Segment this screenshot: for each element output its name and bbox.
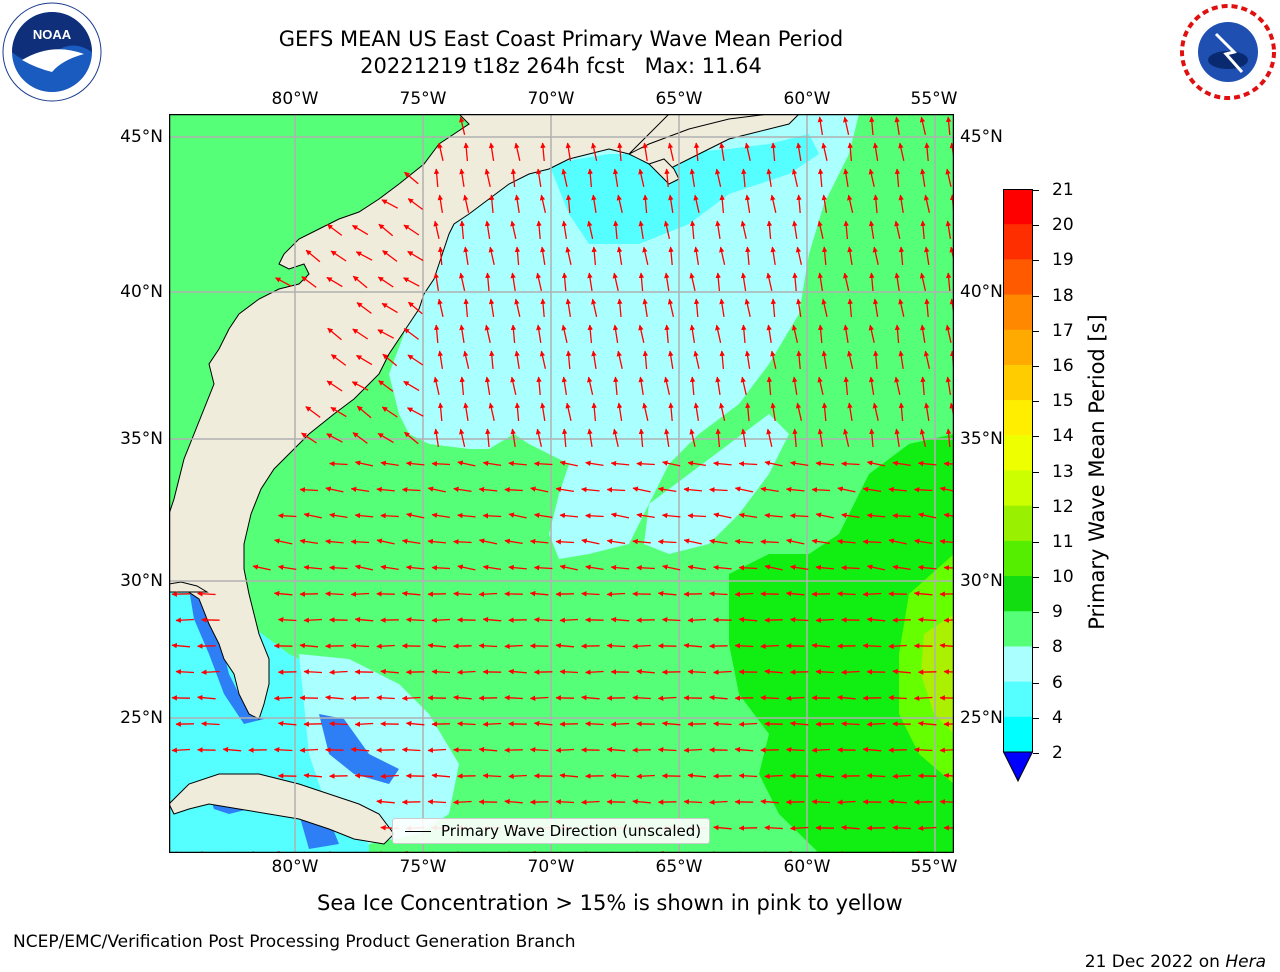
lat-label-right-40n: 40°N: [960, 282, 1003, 302]
map-panel: Primary Wave Direction (unscaled): [169, 114, 954, 853]
colorbar-title: Primary Wave Mean Period [s]: [1085, 314, 1109, 630]
colorbar-band: [1003, 295, 1033, 331]
lat-label-left-30n: 30°N: [120, 571, 163, 591]
colorbar-band: [1003, 682, 1033, 718]
nws-logo: [1178, 2, 1278, 102]
lon-label-bottom-70w: 70°W: [528, 857, 575, 877]
lon-label-top-75w: 75°W: [400, 89, 447, 109]
colorbar-band: [1003, 611, 1033, 647]
lon-label-top-70w: 70°W: [528, 89, 575, 109]
colorbar-band: [1003, 717, 1033, 753]
colorbar-tick-label: 17: [1052, 321, 1074, 341]
lon-label-top-60w: 60°W: [784, 89, 831, 109]
colorbar-tick-label: 19: [1052, 250, 1074, 270]
colorbar-bands: [1003, 189, 1033, 753]
colorbar-tick-mark: [1033, 366, 1039, 367]
footer-machine: Hera: [1225, 952, 1266, 972]
colorbar-tick-label: 10: [1052, 567, 1074, 587]
colorbar-tick-mark: [1033, 647, 1039, 648]
colorbar-tick-mark: [1033, 577, 1039, 578]
colorbar-tick-mark: [1033, 190, 1039, 191]
colorbar-band: [1003, 646, 1033, 682]
colorbar-tick-label: 9: [1052, 602, 1063, 622]
colorbar-tick-mark: [1033, 612, 1039, 613]
sea-ice-caption: Sea Ice Concentration > 15% is shown in …: [317, 891, 903, 915]
colorbar-tick-mark: [1033, 507, 1039, 508]
lon-label-top-80w: 80°W: [272, 89, 319, 109]
lat-label-left-45n: 45°N: [120, 127, 163, 147]
wave-period-map: [169, 114, 954, 853]
colorbar-tick-label: 12: [1052, 497, 1074, 517]
colorbar-band: [1003, 330, 1033, 366]
colorbar-tick-label: 2: [1052, 743, 1063, 763]
colorbar-band: [1003, 541, 1033, 577]
lon-label-bottom-60w: 60°W: [784, 857, 831, 877]
colorbar-extend-triangle: [1004, 752, 1033, 781]
colorbar-band: [1003, 365, 1033, 401]
colorbar-tick-mark: [1033, 718, 1039, 719]
colorbar-band: [1003, 435, 1033, 471]
legend-label: Primary Wave Direction (unscaled): [441, 822, 701, 840]
lon-label-bottom-65w: 65°W: [656, 857, 703, 877]
footer-date: 21 Dec 2022 on Hera: [1074, 932, 1266, 972]
colorbar-band: [1003, 224, 1033, 260]
colorbar-tick-label: 14: [1052, 426, 1074, 446]
lat-label-left-40n: 40°N: [120, 282, 163, 302]
colorbar-tick-label: 21: [1052, 180, 1074, 200]
colorbar-band: [1003, 506, 1033, 542]
footer-date-text: 21 Dec 2022 on: [1085, 952, 1226, 972]
colorbar-tick-mark: [1033, 472, 1039, 473]
lat-label-left-25n: 25°N: [120, 708, 163, 728]
lon-label-top-55w: 55°W: [911, 89, 958, 109]
colorbar-tick-mark: [1033, 753, 1039, 754]
lat-label-right-25n: 25°N: [960, 708, 1003, 728]
map-legend: Primary Wave Direction (unscaled): [392, 818, 710, 844]
lon-label-bottom-55w: 55°W: [911, 857, 958, 877]
chart-title-line2: 20221219 t18z 264h fcst Max: 11.64: [0, 54, 1122, 78]
colorbar-tick-label: 15: [1052, 391, 1074, 411]
lon-label-bottom-75w: 75°W: [400, 857, 447, 877]
lat-label-right-30n: 30°N: [960, 571, 1003, 591]
colorbar-tick-mark: [1033, 401, 1039, 402]
colorbar: [1003, 189, 1033, 782]
colorbar-tick-label: 6: [1052, 673, 1063, 693]
colorbar-tick-label: 8: [1052, 637, 1063, 657]
colorbar-tick-mark: [1033, 542, 1039, 543]
lat-label-right-35n: 35°N: [960, 429, 1003, 449]
lon-label-top-65w: 65°W: [656, 89, 703, 109]
colorbar-tick-mark: [1033, 296, 1039, 297]
colorbar-tick-mark: [1033, 436, 1039, 437]
colorbar-band: [1003, 189, 1033, 225]
legend-line-swatch: [405, 831, 431, 832]
colorbar-band: [1003, 259, 1033, 295]
chart-title-line1: GEFS MEAN US East Coast Primary Wave Mea…: [0, 27, 1122, 51]
colorbar-tick-mark: [1033, 260, 1039, 261]
colorbar-band: [1003, 471, 1033, 507]
colorbar-tick-label: 13: [1052, 462, 1074, 482]
colorbar-tick-mark: [1033, 683, 1039, 684]
footer-branch: NCEP/EMC/Verification Post Processing Pr…: [13, 932, 576, 952]
colorbar-tick-label: 16: [1052, 356, 1074, 376]
lat-label-left-35n: 35°N: [120, 429, 163, 449]
colorbar-tick-mark: [1033, 225, 1039, 226]
colorbar-tick-mark: [1033, 331, 1039, 332]
noaa-logo: NOAA: [2, 2, 102, 102]
colorbar-tick-label: 20: [1052, 215, 1074, 235]
lat-label-right-45n: 45°N: [960, 127, 1003, 147]
colorbar-tick-label: 11: [1052, 532, 1074, 552]
colorbar-band: [1003, 576, 1033, 612]
lon-label-bottom-80w: 80°W: [272, 857, 319, 877]
colorbar-tick-label: 18: [1052, 286, 1074, 306]
colorbar-band: [1003, 400, 1033, 436]
colorbar-tick-label: 4: [1052, 708, 1063, 728]
